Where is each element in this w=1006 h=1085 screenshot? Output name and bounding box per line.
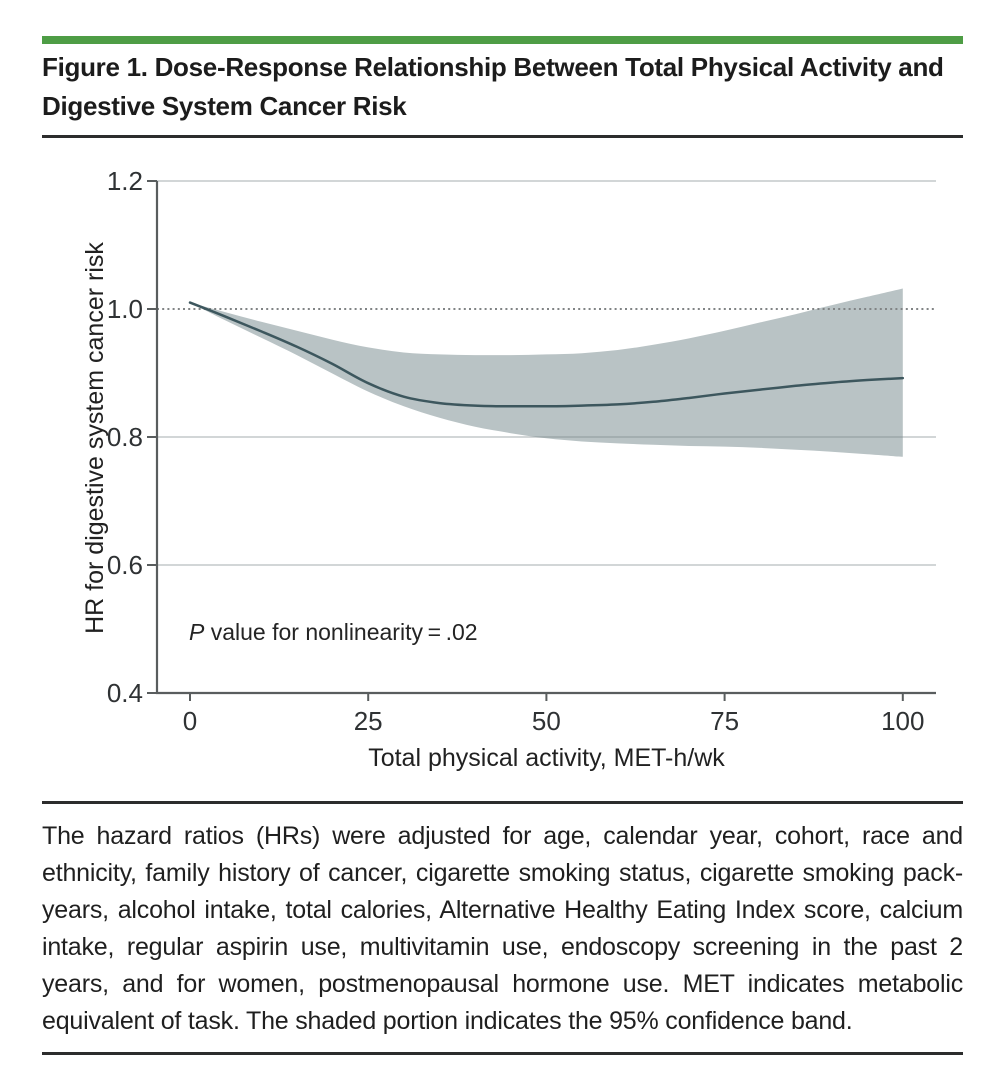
figure-title: Figure 1. Dose-Response Relationship Bet… [42, 52, 944, 121]
hr-curve [188, 301, 905, 408]
x-tick-label: 0 [182, 706, 198, 736]
nonlinearity-annotation: P value for nonlinearity = .02 [189, 619, 478, 646]
caption-divider-bottom [42, 1052, 963, 1055]
y-tick-label: 0.4 [106, 678, 143, 708]
y-tick-label: 0.6 [106, 550, 143, 580]
figure-caption: The hazard ratios (HRs) were adjusted fo… [42, 822, 963, 1035]
accent-bar [42, 36, 963, 44]
x-tick-label: 50 [531, 706, 561, 736]
title-divider [42, 135, 963, 138]
x-axis-title: Total physical activity, MET-h/wk [368, 744, 725, 772]
x-tick-label: 100 [881, 706, 925, 736]
x-tick-label: 75 [710, 706, 740, 736]
caption-divider-top [42, 801, 963, 804]
y-tick-label: 0.8 [106, 422, 143, 452]
annotation-italic-p: P [189, 619, 205, 645]
confidence-band [190, 288, 903, 457]
y-tick-label: 1.0 [106, 294, 143, 324]
annotation-text: value for nonlinearity = .02 [204, 619, 478, 645]
x-tick-label: 25 [353, 706, 383, 736]
y-tick-label: 1.2 [106, 166, 143, 196]
